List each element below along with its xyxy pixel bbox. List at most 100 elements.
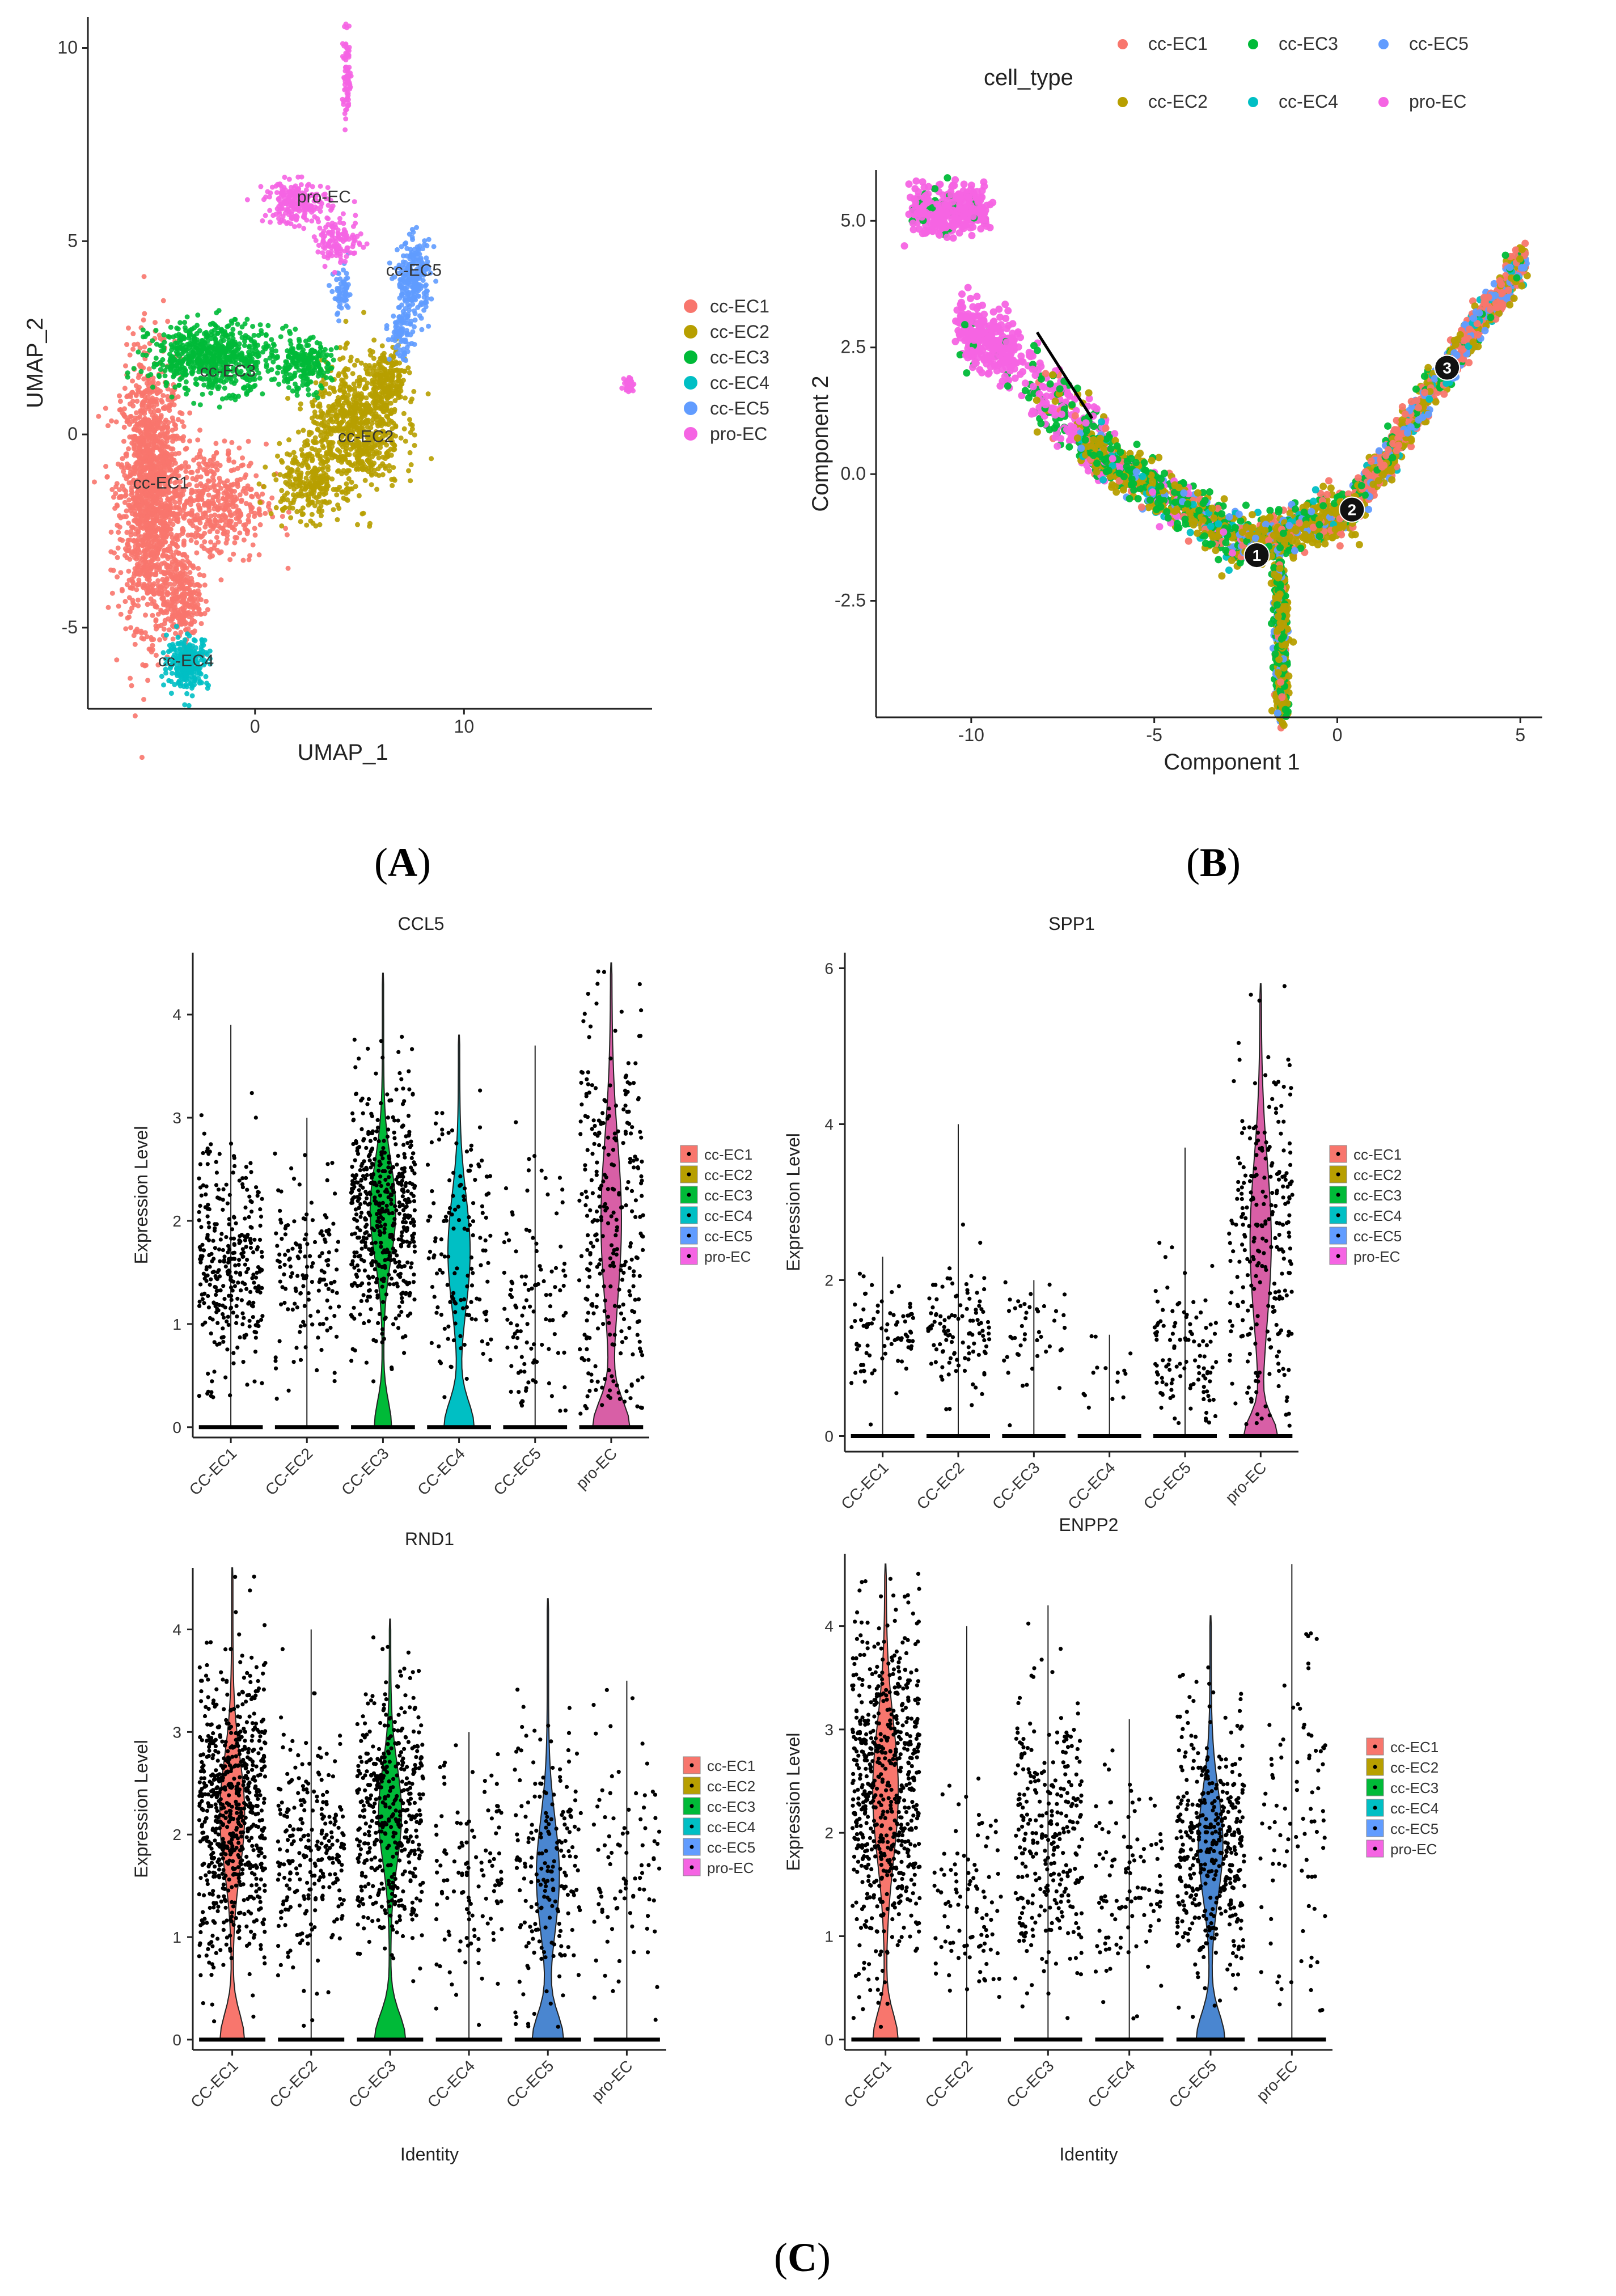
umap-point-cc-EC1 [183,460,188,466]
umap-point-cc-EC2 [290,505,295,511]
umap-point-cc-EC1 [196,526,202,532]
umap-point-cc-EC1 [141,376,147,382]
umap-point-cc-EC1 [285,565,291,571]
umap-point-cc-EC1 [231,467,236,473]
umap-point-cc-EC2 [284,451,290,457]
umap-point-cc-EC1 [109,590,115,596]
umap-point-cc-EC3 [181,334,187,340]
umap-point-cc-EC3 [231,352,236,357]
umap-point-cc-EC1 [105,423,111,429]
umap-point-cc-EC2 [256,481,262,487]
umap-point-cc-EC4 [159,674,164,679]
umap-point-cc-EC3 [189,369,194,375]
umap-point-cc-EC1 [187,511,193,517]
umap-point-cc-EC2 [341,400,347,406]
umap-point-cc-EC2 [405,365,411,371]
umap-point-cc-EC3 [158,343,163,349]
umap-point-cc-EC3 [328,366,334,371]
umap-point-cc-EC1 [191,590,197,595]
umap-point-cc-EC3 [274,370,280,376]
umap-point-cc-EC1 [151,428,156,433]
umap-point-cc-EC1 [126,480,132,485]
umap-point-cc-EC1 [166,591,171,597]
umap-point-cc-EC3 [321,357,327,363]
umap-point-cc-EC2 [363,395,369,401]
umap-point-cc-EC4 [168,646,174,652]
umap-point-cc-EC1 [229,439,235,445]
umap-point-cc-EC1 [200,515,206,521]
umap-point-cc-EC1 [123,488,129,494]
umap-point-cc-EC2 [325,409,331,415]
umap-point-cc-EC2 [379,416,385,422]
umap-point-cc-EC2 [425,391,431,397]
umap-point-cc-EC5 [411,324,417,329]
umap-point-cc-EC1 [144,380,150,386]
umap-point-cc-EC1 [154,626,159,632]
umap-point-cc-EC1 [122,500,128,505]
umap-point-cc-EC1 [164,610,170,615]
umap-point-cc-EC2 [329,413,335,419]
umap-point-cc-EC2 [331,452,336,458]
umap-point-cc-EC1 [109,418,115,424]
umap-point-cc-EC1 [158,398,164,403]
umap-point-cc-EC1 [198,597,204,603]
umap-point-cc-EC1 [168,467,174,473]
umap-point-cc-EC1 [177,510,183,516]
umap-point-cc-EC1 [192,619,197,624]
umap-point-cc-EC2 [272,472,277,477]
umap-point-cc-EC1 [126,568,132,574]
umap-point-cc-EC1 [202,500,208,506]
umap-point-cc-EC2 [344,496,349,502]
umap-point-cc-EC3 [304,343,310,349]
umap-point-cc-EC4 [190,643,196,649]
umap-point-cc-EC1 [218,577,224,583]
umap-point-cc-EC4 [197,680,202,686]
umap-point-cc-EC3 [195,345,201,351]
umap-point-cc-EC2 [306,465,311,471]
umap-point-cc-EC3 [294,386,300,392]
umap-point-cc-EC1 [190,523,196,528]
umap-point-cc-EC2 [352,452,358,458]
umap-point-cc-EC1 [115,555,120,560]
umap-point-cc-EC1 [197,583,202,589]
umap-point-cc-EC2 [321,424,327,429]
umap-point-cc-EC2 [397,360,403,366]
umap-point-cc-EC2 [281,473,287,479]
umap-point-cc-EC2 [315,426,320,432]
umap-point-cc-EC3 [189,360,194,365]
umap-point-cc-EC1 [108,567,114,573]
umap-point-cc-EC5 [418,286,424,291]
umap-points [92,22,637,760]
umap-point-cc-EC1 [160,392,166,398]
umap-point-cc-EC1 [223,489,229,494]
umap-point-cc-EC1 [121,424,127,430]
umap-point-cc-EC2 [320,485,325,491]
panel-label-a: (A) [374,840,431,885]
umap-point-cc-EC3 [247,384,253,390]
umap-point-cc-EC2 [290,482,296,488]
umap-point-cc-EC1 [122,552,128,558]
umap-point-cc-EC4 [168,679,174,684]
umap-point-cc-EC1 [114,481,120,487]
umap-point-cc-EC2 [321,445,327,450]
umap-point-cc-EC2 [371,356,376,361]
umap-point-cc-EC2 [396,377,401,383]
umap-point-cc-EC1 [125,615,130,621]
umap-point-cc-EC4 [186,703,192,708]
umap-point-cc-EC1 [257,512,263,518]
umap-point-cc-EC2 [286,437,292,443]
umap-point-cc-EC1 [174,597,179,602]
umap-point-cc-EC1 [134,399,140,404]
umap-point-cc-EC3 [150,338,155,344]
umap-point-cc-EC1 [114,657,120,663]
umap-point-cc-EC2 [348,358,353,363]
umap-point-cc-EC1 [217,475,222,481]
umap-point-cc-EC1 [202,524,208,530]
umap-point-cc-EC3 [131,366,137,371]
umap-point-cc-EC2 [317,404,323,409]
umap-point-cc-EC1 [212,503,218,509]
umap-point-cc-EC2 [408,478,413,484]
umap-point-cc-EC2 [388,418,394,424]
umap-point-cc-EC1 [148,596,154,602]
